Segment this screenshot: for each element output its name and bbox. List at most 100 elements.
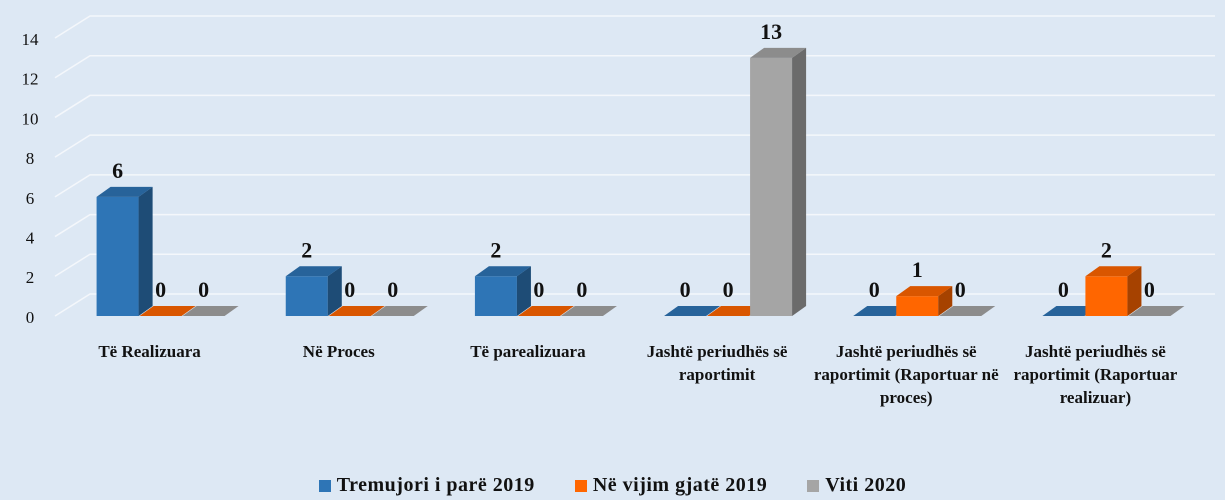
legend: Tremujori i parë 2019 Në vijim gjatë 2019… bbox=[0, 474, 1225, 497]
bar-top bbox=[1085, 266, 1142, 277]
x-tick-label: Jashtë periudhës së raportimit (Raportua… bbox=[813, 342, 999, 407]
data-label: 0 bbox=[576, 277, 587, 302]
bar-top-shade bbox=[182, 306, 239, 316]
data-label: 2 bbox=[490, 237, 501, 262]
y-tick-label: 4 bbox=[26, 228, 35, 247]
legend-label: Tremujori i parë 2019 bbox=[336, 474, 535, 496]
bar bbox=[1128, 306, 1185, 316]
bar bbox=[96, 186, 153, 316]
bar-top-shade bbox=[371, 306, 428, 316]
legend-item: Në vijim gjatë 2019 bbox=[574, 474, 768, 497]
legend-item: Viti 2020 bbox=[807, 474, 906, 497]
bar-top bbox=[896, 286, 953, 297]
bar-top-shade bbox=[328, 306, 385, 316]
y-tick-label: 10 bbox=[22, 109, 39, 128]
bar-top-shade bbox=[750, 47, 807, 58]
bar-top-shade bbox=[1042, 306, 1099, 316]
bar-top bbox=[560, 306, 617, 316]
bar-front bbox=[1085, 276, 1128, 316]
data-label: 0 bbox=[533, 277, 544, 302]
grid-line bbox=[54, 54, 1215, 79]
bar-top-shade bbox=[853, 306, 910, 316]
bar-side bbox=[138, 186, 153, 316]
x-tick-label: Në Proces bbox=[302, 342, 375, 361]
bar-top-shade bbox=[707, 306, 764, 316]
bar-top bbox=[474, 266, 531, 277]
bar-top-shade bbox=[560, 306, 617, 316]
bar-top bbox=[96, 186, 153, 197]
bar bbox=[750, 47, 807, 316]
bar-front bbox=[474, 276, 517, 316]
bar bbox=[182, 306, 239, 316]
data-label: 13 bbox=[760, 19, 782, 44]
y-tick-label: 14 bbox=[22, 30, 40, 49]
bar-side bbox=[938, 286, 953, 316]
legend-swatch bbox=[807, 479, 820, 492]
x-tick-label: Të Realizuara bbox=[98, 342, 201, 361]
bar-top-shade bbox=[664, 306, 721, 316]
x-tick-label: Të parealizuara bbox=[470, 342, 586, 361]
grid-line bbox=[54, 134, 1215, 158]
grid-line bbox=[54, 213, 1215, 238]
grid-line bbox=[54, 174, 1215, 198]
data-label: 2 bbox=[301, 237, 312, 262]
y-tick-label: 2 bbox=[26, 268, 35, 287]
bar-top bbox=[182, 306, 239, 316]
bar bbox=[328, 306, 385, 316]
bar-top bbox=[939, 306, 996, 316]
bar-side-shade bbox=[516, 266, 531, 316]
y-tick-label: 12 bbox=[22, 70, 39, 89]
bar-top-shade bbox=[896, 286, 953, 297]
grid-line bbox=[54, 253, 1215, 277]
data-label: 2 bbox=[1101, 237, 1112, 262]
bar bbox=[853, 306, 910, 316]
bar-side-shade bbox=[792, 47, 807, 316]
bar-front bbox=[896, 296, 939, 316]
bar-top-shade bbox=[96, 186, 153, 197]
bar-side bbox=[1127, 266, 1142, 316]
data-label: 0 bbox=[723, 277, 734, 302]
data-label: 0 bbox=[1144, 277, 1155, 302]
bar-side-shade bbox=[1127, 266, 1142, 316]
bar-top bbox=[371, 306, 428, 316]
bar-top bbox=[285, 266, 342, 277]
bar bbox=[285, 266, 342, 316]
legend-item: Tremujori i parë 2019 bbox=[318, 474, 535, 497]
bar-top-shade bbox=[1085, 266, 1142, 277]
data-label: 1 bbox=[912, 257, 923, 282]
bar-top bbox=[139, 306, 196, 316]
legend-label: Në vijim gjatë 2019 bbox=[592, 474, 768, 496]
bar bbox=[1085, 266, 1142, 316]
bar bbox=[1042, 306, 1099, 316]
data-label: 0 bbox=[387, 277, 398, 302]
bar-top-shade bbox=[1128, 306, 1185, 316]
bar-front bbox=[96, 196, 139, 316]
bar-top-shade bbox=[517, 306, 574, 316]
legend-label: Viti 2020 bbox=[825, 474, 907, 496]
bar bbox=[939, 306, 996, 316]
data-label: 0 bbox=[869, 277, 880, 302]
bar-top-shade bbox=[939, 306, 996, 316]
legend-swatch bbox=[318, 479, 331, 492]
bar-top-shade bbox=[139, 306, 196, 316]
x-tick-label: Jashtë periudhës së raportimit (Raportua… bbox=[1013, 342, 1178, 407]
bar-top bbox=[707, 306, 764, 316]
bar-side-shade bbox=[327, 266, 342, 316]
legend-swatch bbox=[574, 479, 587, 492]
grid-line bbox=[54, 94, 1215, 119]
data-label: 0 bbox=[955, 277, 966, 302]
bar bbox=[707, 306, 764, 316]
bar bbox=[371, 306, 428, 316]
bar-top bbox=[750, 47, 807, 58]
bar-side bbox=[327, 266, 342, 316]
grid-line bbox=[54, 293, 1215, 317]
data-label: 0 bbox=[680, 277, 691, 302]
bar-top bbox=[1042, 306, 1099, 316]
bar bbox=[664, 306, 721, 316]
data-label: 0 bbox=[344, 277, 355, 302]
bar-top bbox=[328, 306, 385, 316]
bar-top bbox=[1128, 306, 1185, 316]
x-tick-label: Jashtë periudhës së raportimit bbox=[646, 342, 788, 384]
